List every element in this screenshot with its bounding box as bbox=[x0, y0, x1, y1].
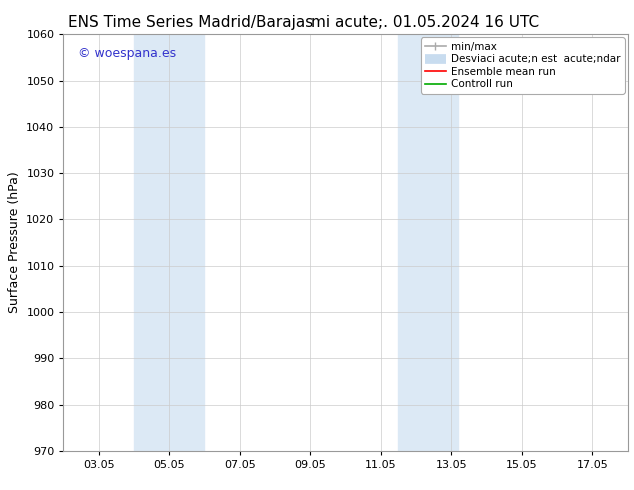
Bar bbox=[398, 34, 458, 451]
Text: ENS Time Series Madrid/Barajas: ENS Time Series Madrid/Barajas bbox=[68, 15, 313, 30]
Y-axis label: Surface Pressure (hPa): Surface Pressure (hPa) bbox=[8, 172, 21, 314]
Bar bbox=[134, 34, 204, 451]
Text: © woespana.es: © woespana.es bbox=[77, 47, 176, 60]
Legend: min/max, Desviaci acute;n est  acute;ndar, Ensemble mean run, Controll run: min/max, Desviaci acute;n est acute;ndar… bbox=[421, 37, 624, 94]
Text: mi acute;. 01.05.2024 16 UTC: mi acute;. 01.05.2024 16 UTC bbox=[311, 15, 539, 30]
